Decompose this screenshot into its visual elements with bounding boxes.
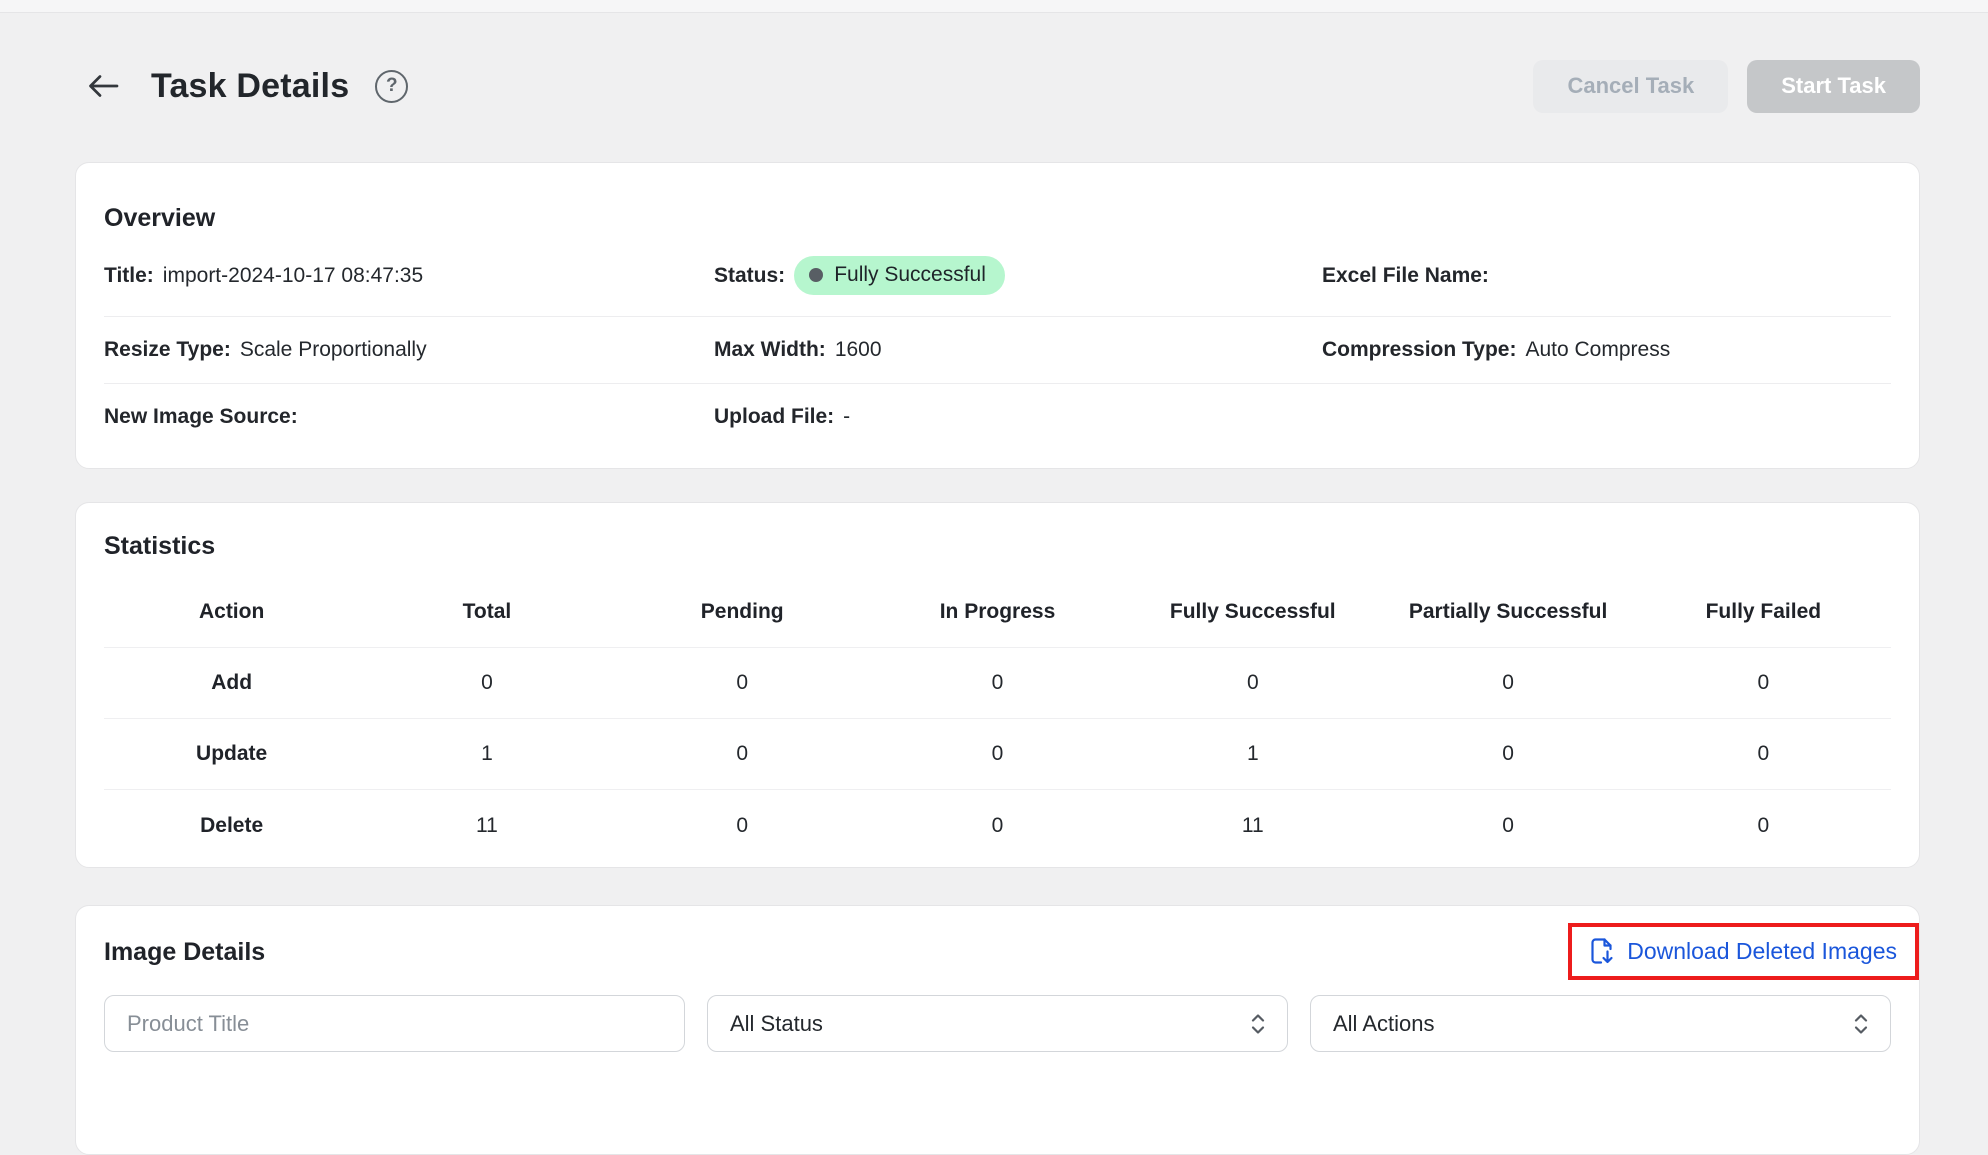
- stat-col-header: Fully Failed: [1705, 600, 1822, 623]
- stat-cell: 11: [476, 813, 498, 837]
- statistics-header-row: Action Total Pending In Progress Fully S…: [104, 577, 1891, 648]
- cancel-task-button[interactable]: Cancel Task: [1533, 59, 1729, 113]
- stat-col-header: Partially Successful: [1408, 600, 1608, 623]
- table-row-delete: Delete 11 0 0 11 0 0: [104, 790, 1891, 861]
- stat-cell: 0: [1502, 742, 1514, 765]
- field-label: Max Width:: [714, 338, 826, 361]
- status-badge: Fully Successful: [794, 256, 1005, 295]
- stat-cell: 0: [1757, 742, 1770, 765]
- field-label: Title:: [104, 263, 154, 287]
- overview-row-1: Title: import-2024-10-17 08:47:35 Status…: [104, 235, 1891, 316]
- chevron-updown-icon: [1852, 1011, 1870, 1037]
- stat-cell: 0: [481, 671, 493, 694]
- help-glyph: ?: [386, 75, 398, 96]
- stat-cell: 0: [991, 813, 1004, 837]
- field-max-width: Max Width: 1600: [714, 338, 1322, 362]
- field-label: Upload File:: [714, 405, 835, 428]
- stat-col-header: Total: [462, 600, 512, 623]
- overview-row-2: Resize Type: Scale Proportionally Max Wi…: [104, 316, 1891, 383]
- stat-cell: 0: [1502, 813, 1514, 837]
- field-value: 1600: [834, 338, 882, 361]
- stat-cell: 0: [1757, 671, 1770, 694]
- field-status: Status: Fully Successful: [714, 256, 1322, 295]
- stat-cell: 0: [1502, 671, 1514, 694]
- stat-col-header: In Progress: [939, 600, 1056, 623]
- download-link-label: Download Deleted Images: [1627, 938, 1897, 964]
- stat-cell: 1: [1246, 742, 1259, 765]
- field-label: Excel File Name:: [1322, 263, 1489, 287]
- actions-filter-select[interactable]: All Actions: [1310, 995, 1891, 1052]
- start-task-button[interactable]: Start Task: [1747, 59, 1920, 113]
- field-label: Status:: [714, 263, 786, 287]
- stat-cell: 0: [736, 813, 749, 837]
- image-details-filters: All Status All Actions: [104, 995, 1891, 1052]
- page-header: Task Details ? Cancel Task Start Task: [85, 55, 1920, 117]
- stat-col-header: Pending: [700, 600, 784, 623]
- field-label: New Image Source:: [104, 405, 298, 428]
- product-title-input[interactable]: [104, 995, 685, 1052]
- actions-filter-value: All Actions: [1333, 1010, 1435, 1036]
- stat-col-header: Action: [198, 600, 265, 623]
- help-icon[interactable]: ?: [375, 69, 409, 103]
- overview-heading: Overview: [104, 204, 216, 232]
- field-new-image-source: New Image Source:: [104, 405, 714, 429]
- chevron-updown-icon: [1249, 1011, 1267, 1037]
- statistics-card: Statistics Action Total Pending In Progr…: [75, 502, 1920, 868]
- status-filter-value: All Status: [730, 1010, 823, 1036]
- window-top-strip: [0, 0, 1988, 13]
- field-value: Auto Compress: [1525, 338, 1671, 361]
- red-highlight-annotation: Download Deleted Images: [1568, 923, 1919, 980]
- stat-cell: 1: [481, 742, 493, 765]
- field-resize-type: Resize Type: Scale Proportionally: [104, 338, 714, 362]
- field-title: Title: import-2024-10-17 08:47:35: [104, 264, 714, 288]
- stat-cell: 0: [991, 742, 1004, 765]
- stat-action-label: Add: [211, 671, 253, 694]
- page-title: Task Details: [151, 66, 350, 105]
- stat-cell: 0: [991, 671, 1004, 694]
- stat-cell: 0: [1246, 671, 1259, 694]
- status-filter-select[interactable]: All Status: [707, 995, 1288, 1052]
- download-deleted-images-link[interactable]: Download Deleted Images: [1588, 937, 1897, 966]
- image-details-card: Image Details Download Deleted Images Al…: [75, 905, 1920, 1155]
- status-dot-icon: [809, 268, 824, 282]
- stat-cell: 0: [736, 671, 749, 694]
- table-row-add: Add 0 0 0 0 0 0: [104, 648, 1891, 719]
- field-upload-file: Upload File: -: [714, 405, 1322, 429]
- image-details-heading: Image Details: [104, 937, 266, 966]
- stat-cell: 0: [736, 742, 749, 765]
- table-row-update: Update 1 0 0 1 0 0: [104, 719, 1891, 790]
- field-value: import-2024-10-17 08:47:35: [162, 263, 424, 287]
- field-label: Compression Type:: [1322, 338, 1517, 361]
- stat-col-header: Fully Successful: [1169, 600, 1336, 623]
- field-compression-type: Compression Type: Auto Compress: [1322, 338, 1891, 362]
- image-details-header: Image Details Download Deleted Images: [104, 923, 1919, 980]
- statistics-table: Action Total Pending In Progress Fully S…: [104, 577, 1891, 861]
- field-excel-file-name: Excel File Name:: [1322, 264, 1891, 288]
- stat-cell: 0: [1757, 813, 1770, 837]
- back-arrow-icon[interactable]: [85, 71, 121, 101]
- field-value: Scale Proportionally: [239, 338, 427, 361]
- stat-action-label: Delete: [200, 813, 264, 837]
- status-badge-label: Fully Successful: [834, 263, 986, 286]
- stat-cell: 11: [1241, 813, 1264, 837]
- field-label: Resize Type:: [104, 338, 231, 361]
- overview-card: Overview Title: import-2024-10-17 08:47:…: [75, 162, 1920, 469]
- stat-action-label: Update: [196, 742, 268, 765]
- file-download-icon: [1588, 937, 1615, 966]
- field-value: -: [843, 405, 851, 428]
- header-actions: Cancel Task Start Task: [1533, 59, 1920, 113]
- statistics-heading: Statistics: [104, 532, 216, 560]
- overview-row-3: New Image Source: Upload File: -: [104, 383, 1891, 450]
